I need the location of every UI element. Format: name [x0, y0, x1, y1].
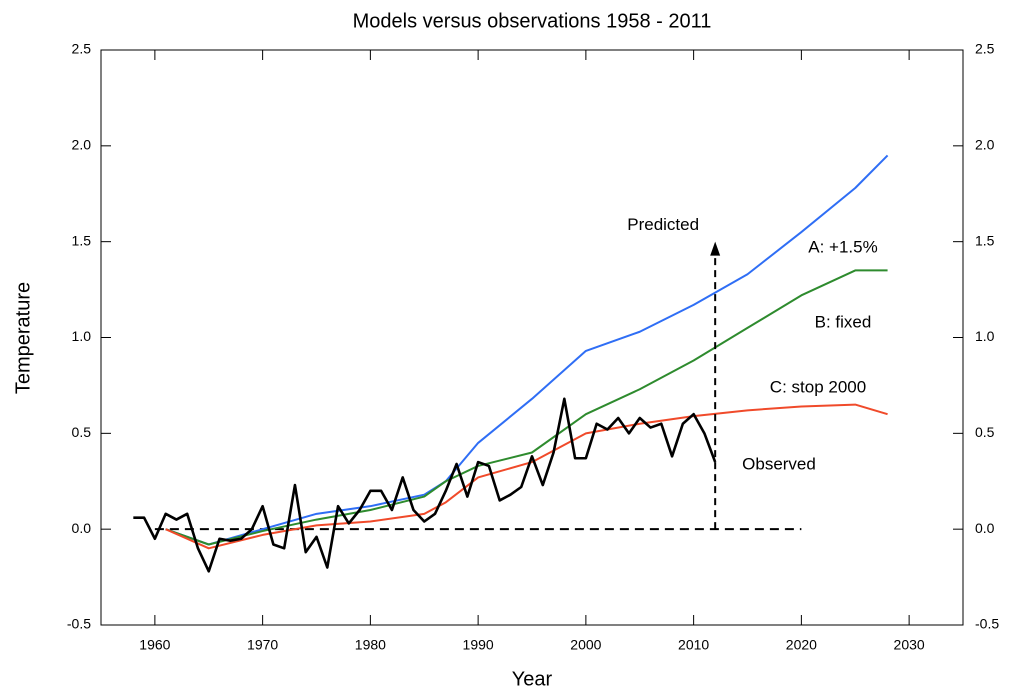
- y2-tick-label: 2.5: [975, 41, 995, 57]
- y2-tick-label: 0.0: [975, 520, 995, 536]
- y-tick-label: 0.5: [72, 424, 92, 440]
- y-tick-label: 1.0: [72, 328, 92, 344]
- y2-tick-label: -0.5: [975, 616, 999, 632]
- y-tick-label: 2.0: [72, 137, 92, 153]
- y2-tick-label: 1.5: [975, 232, 995, 248]
- series-line: [165, 154, 889, 546]
- series-label: B: fixed: [815, 312, 872, 331]
- y-tick-label: 0.0: [72, 520, 92, 536]
- x-tick-label: 2020: [786, 637, 817, 653]
- x-tick-label: 2010: [678, 637, 709, 653]
- x-tick-label: 1970: [247, 637, 278, 653]
- x-tick-label: 1990: [463, 637, 494, 653]
- series-line: [165, 403, 888, 550]
- x-tick-label: 1980: [355, 637, 386, 653]
- series-label: C: stop 2000: [770, 377, 866, 396]
- y-axis-label: Temperature: [12, 282, 34, 394]
- series-label: Observed: [742, 454, 816, 473]
- x-tick-label: 2030: [894, 637, 925, 653]
- series-label: A: +1.5%: [808, 237, 877, 256]
- y-tick-label: 1.5: [72, 232, 92, 248]
- x-tick-label: 2000: [570, 637, 601, 653]
- y-tick-label: 2.5: [72, 41, 92, 57]
- annotation: Predicted: [627, 215, 699, 234]
- x-axis-label: Year: [512, 668, 553, 690]
- arrow-head: [710, 241, 721, 256]
- x-tick-label: 1960: [139, 637, 170, 653]
- y2-tick-label: 0.5: [975, 424, 995, 440]
- y-tick-label: -0.5: [67, 616, 91, 632]
- y2-tick-label: 2.0: [975, 137, 995, 153]
- series-line: [133, 397, 717, 573]
- series-line: [165, 269, 888, 546]
- chart-title: Models versus observations 1958 - 2011: [353, 10, 712, 32]
- y2-tick-label: 1.0: [975, 328, 995, 344]
